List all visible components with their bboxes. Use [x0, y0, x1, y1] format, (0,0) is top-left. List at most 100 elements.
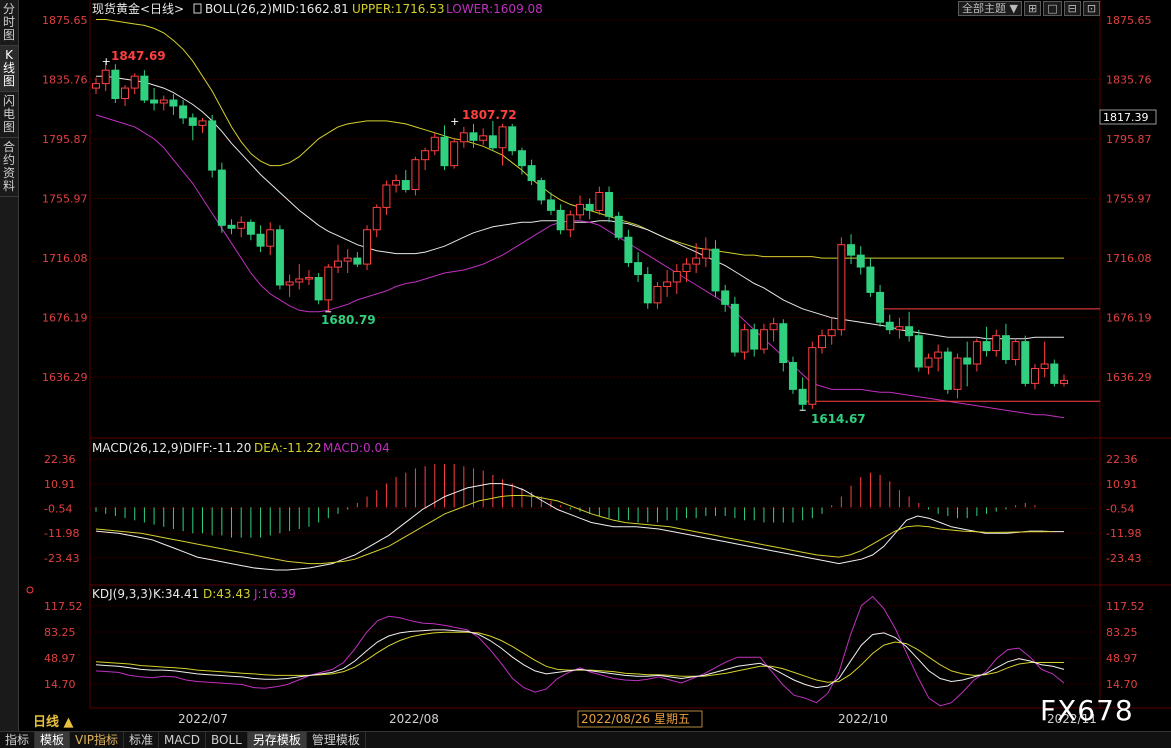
candle: [353, 252, 362, 268]
tab-indicators[interactable]: 指标: [0, 732, 36, 748]
tab-manage-templates[interactable]: 管理模板: [307, 732, 366, 748]
candle: [634, 252, 643, 282]
candle: [653, 281, 662, 309]
candle: [121, 85, 130, 106]
candle-body: [711, 248, 720, 292]
candle: [198, 117, 207, 133]
candle-body: [266, 229, 275, 247]
candle: [730, 296, 739, 357]
candle-body: [188, 117, 197, 126]
price-tick-right: 1795.87: [1106, 133, 1152, 146]
macd-pane: [95, 464, 1064, 571]
candle-body: [1040, 363, 1049, 369]
watermark-logo: FX678: [1040, 694, 1134, 727]
tab-templates[interactable]: 模板: [35, 732, 71, 748]
candle-body: [479, 135, 488, 141]
tab-vip-indicators[interactable]: VIP指标: [70, 732, 125, 748]
maximize-icon[interactable]: ⊡: [1082, 1, 1101, 16]
candle-body: [179, 105, 188, 119]
price-tick-left: 1835.76: [42, 73, 88, 86]
candle: [721, 284, 730, 312]
macd-tick-right: -0.54: [1106, 503, 1134, 516]
tab-boll[interactable]: BOLL: [206, 732, 248, 748]
candle: [847, 234, 856, 265]
candle-body: [788, 362, 797, 390]
candle-body: [827, 329, 836, 337]
theme-dropdown[interactable]: 全部主题 ▼: [958, 1, 1022, 16]
candle: [876, 284, 885, 327]
kdj-tick-left: 14.70: [44, 678, 76, 691]
kdj-tick-left: 83.25: [44, 626, 76, 639]
tab-save-template[interactable]: 另存模板: [247, 732, 307, 748]
candle: [672, 264, 681, 294]
restore-icon[interactable]: □: [1043, 1, 1062, 16]
candle-body: [934, 351, 943, 359]
candle: [401, 170, 410, 193]
candle: [711, 240, 720, 297]
candle-body: [343, 257, 352, 262]
left-view-tabs: 分时图 K线图 闪电图 合约资料: [0, 0, 19, 731]
candle-body: [876, 291, 885, 323]
tab-contract-info[interactable]: 合约资料: [0, 138, 18, 197]
candle-body: [430, 136, 439, 152]
candle-body: [585, 203, 594, 211]
candle-body: [566, 214, 575, 231]
tab-flash-chart[interactable]: 闪电图: [0, 92, 18, 138]
tab-standard[interactable]: 标准: [124, 732, 160, 748]
tab-macd[interactable]: MACD: [159, 732, 207, 748]
candle-body: [159, 99, 168, 104]
candle: [411, 156, 420, 196]
candle-body: [198, 120, 207, 126]
candle-body: [440, 136, 449, 167]
pane-settings-icon[interactable]: [26, 586, 34, 594]
candle-body: [672, 271, 681, 283]
macd-tick-left: -23.43: [44, 552, 79, 565]
layout-grid-icon[interactable]: ⊞: [1023, 1, 1042, 16]
split-icon[interactable]: ⊟: [1063, 1, 1081, 16]
kdj-tick-left: 117.52: [44, 600, 83, 613]
candle: [479, 128, 488, 145]
tab-time-sharing[interactable]: 分时图: [0, 0, 18, 46]
candle-body: [885, 321, 894, 331]
candle-body: [450, 141, 459, 167]
candle: [188, 113, 197, 141]
candle-body: [121, 87, 130, 100]
candle-body: [605, 191, 614, 217]
candle: [334, 244, 342, 274]
candle: [866, 258, 875, 297]
candle: [285, 274, 294, 297]
period-selector[interactable]: 日线 ▲: [33, 714, 74, 730]
candle: [663, 270, 672, 297]
candle-body: [808, 347, 817, 405]
time-label-nov: 2022/11: [1047, 712, 1097, 726]
candle: [159, 95, 168, 111]
tab-kline[interactable]: K线图: [0, 46, 18, 92]
candle: [914, 329, 923, 372]
candle: [905, 311, 914, 342]
candlesticks: ++: [92, 55, 1100, 411]
candle: [546, 192, 555, 215]
boll-toggle-icon[interactable]: [193, 3, 202, 14]
kdj-pane: [95, 595, 1065, 707]
boll-label: BOLL(26,2): [205, 2, 272, 16]
price-tick-right: 1875.65: [1106, 14, 1152, 27]
kdj-j-line: [95, 595, 1065, 707]
annotation-high-jul: 1847.69: [111, 49, 166, 63]
candle-body: [982, 341, 991, 352]
candle: [779, 319, 788, 372]
candle: [430, 132, 439, 156]
kdj-tick-right: 14.70: [1106, 678, 1138, 691]
candle: [963, 341, 972, 387]
annotation-high-aug: 1807.72: [462, 108, 517, 122]
extremum-marker: +: [102, 55, 111, 68]
candle: [556, 204, 565, 235]
candle-body: [237, 221, 246, 229]
candle-body: [779, 323, 788, 364]
price-tick-left: 1875.65: [42, 14, 88, 27]
kdj-d-value: D:43.43: [203, 587, 251, 601]
candle-body: [130, 75, 139, 89]
candle: [595, 186, 604, 215]
candle-body: [1001, 335, 1010, 361]
candle-body: [905, 326, 914, 337]
